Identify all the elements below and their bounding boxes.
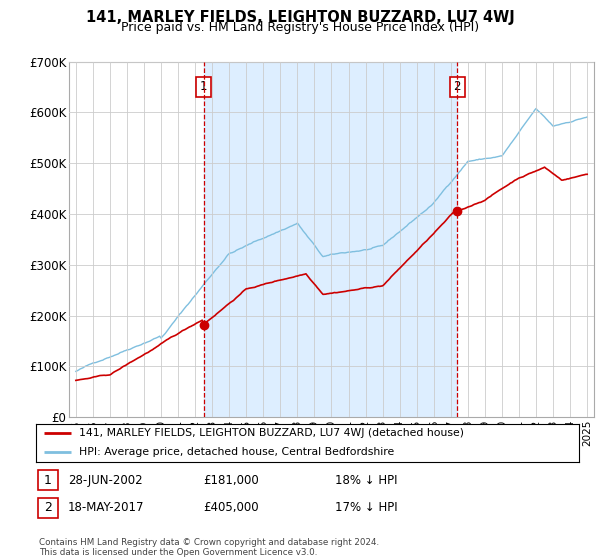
FancyBboxPatch shape [38, 498, 58, 517]
Text: 141, MARLEY FIELDS, LEIGHTON BUZZARD, LU7 4WJ: 141, MARLEY FIELDS, LEIGHTON BUZZARD, LU… [86, 10, 514, 25]
Text: Contains HM Land Registry data © Crown copyright and database right 2024.
This d: Contains HM Land Registry data © Crown c… [39, 538, 379, 557]
Text: 17% ↓ HPI: 17% ↓ HPI [335, 501, 397, 514]
Text: Price paid vs. HM Land Registry's House Price Index (HPI): Price paid vs. HM Land Registry's House … [121, 21, 479, 34]
Text: 1: 1 [200, 81, 208, 94]
Text: 2: 2 [44, 501, 52, 514]
Text: HPI: Average price, detached house, Central Bedfordshire: HPI: Average price, detached house, Cent… [79, 447, 395, 458]
Text: 2: 2 [454, 81, 461, 94]
Text: 1: 1 [44, 474, 52, 487]
Text: £405,000: £405,000 [203, 501, 259, 514]
Text: 141, MARLEY FIELDS, LEIGHTON BUZZARD, LU7 4WJ (detached house): 141, MARLEY FIELDS, LEIGHTON BUZZARD, LU… [79, 428, 464, 438]
Text: 28-JUN-2002: 28-JUN-2002 [68, 474, 142, 487]
Text: 18-MAY-2017: 18-MAY-2017 [68, 501, 144, 514]
Text: £181,000: £181,000 [203, 474, 259, 487]
Text: 18% ↓ HPI: 18% ↓ HPI [335, 474, 397, 487]
Bar [203, 62, 457, 417]
FancyBboxPatch shape [38, 470, 58, 490]
